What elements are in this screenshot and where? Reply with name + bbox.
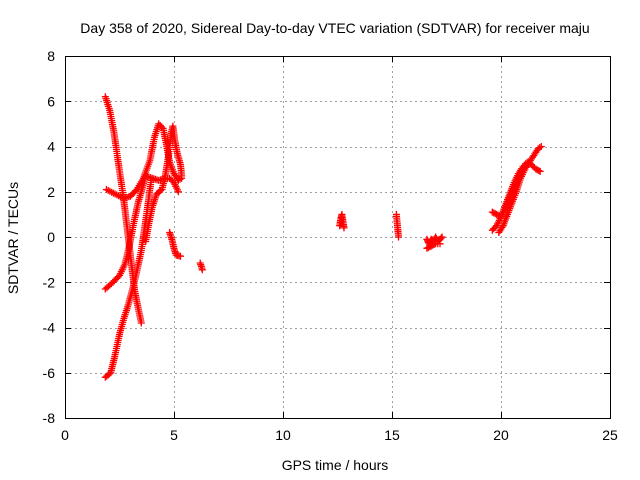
y-tick-label: -4 xyxy=(43,320,56,336)
chart-title: Day 358 of 2020, Sidereal Day-to-day VTE… xyxy=(80,20,589,36)
data-point xyxy=(177,252,184,260)
x-tick-label: 5 xyxy=(170,427,178,443)
x-tick-label: 10 xyxy=(275,427,291,443)
x-tick-label: 0 xyxy=(61,427,69,443)
y-axis-label: SDTVAR / TECUs xyxy=(5,182,21,294)
data-point xyxy=(535,167,543,175)
y-tick-label: -2 xyxy=(43,274,56,290)
data-point xyxy=(436,240,444,248)
data-point xyxy=(176,175,184,183)
y-tick-label: 2 xyxy=(47,184,55,200)
x-tick-label: 25 xyxy=(602,427,618,443)
data-point xyxy=(432,233,440,241)
data-point xyxy=(430,241,438,248)
data-point xyxy=(174,188,182,196)
y-tick-label: -6 xyxy=(43,365,56,381)
data-point xyxy=(340,224,348,232)
y-tick-label: 6 xyxy=(47,93,55,109)
data-point xyxy=(536,144,544,152)
data-point xyxy=(137,319,145,327)
y-tick-label: 0 xyxy=(47,229,55,245)
data-point xyxy=(198,266,206,274)
x-axis-label: GPS time / hours xyxy=(282,457,389,473)
x-tick-label: 15 xyxy=(384,427,400,443)
data-point xyxy=(438,233,446,241)
y-tick-label: 4 xyxy=(47,139,55,155)
x-tick-label: 20 xyxy=(493,427,509,443)
data-points xyxy=(101,93,545,381)
data-point xyxy=(437,234,445,242)
data-point xyxy=(537,143,545,150)
y-tick-label: -8 xyxy=(43,410,56,426)
data-point xyxy=(395,233,402,241)
axis-ticks: 0 5 10 15 20 25 -8 -6 -4 -2 0 2 4 6 8 xyxy=(43,48,618,443)
y-tick-label: 8 xyxy=(47,48,55,64)
data-point xyxy=(178,172,186,180)
data-point xyxy=(536,167,544,175)
